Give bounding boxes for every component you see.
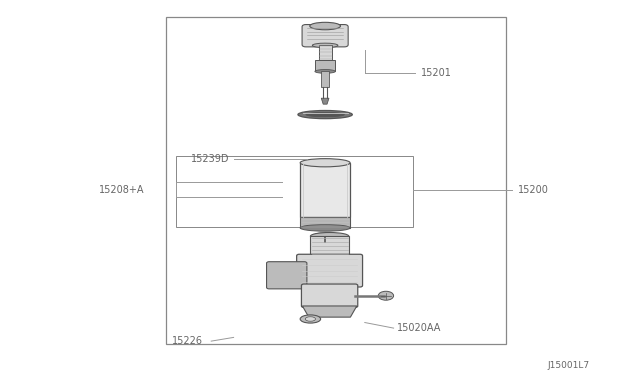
FancyBboxPatch shape [302, 25, 348, 47]
Ellipse shape [312, 43, 338, 48]
Ellipse shape [305, 317, 316, 321]
FancyBboxPatch shape [267, 262, 307, 289]
Text: 15239D: 15239D [191, 154, 229, 164]
Bar [176, 156, 413, 227]
Bar [300, 163, 350, 217]
Ellipse shape [300, 224, 350, 231]
Text: 15020AA: 15020AA [397, 323, 441, 333]
Bar [166, 17, 506, 344]
Polygon shape [321, 98, 329, 104]
Text: 15208+A: 15208+A [99, 185, 145, 195]
Text: 15226: 15226 [172, 336, 202, 346]
Bar [319, 45, 332, 60]
Polygon shape [303, 306, 357, 317]
Bar [315, 60, 335, 71]
Bar [300, 217, 350, 228]
Ellipse shape [321, 242, 330, 245]
Ellipse shape [306, 112, 344, 117]
Text: J15001L7: J15001L7 [547, 361, 589, 370]
Ellipse shape [314, 233, 337, 237]
Circle shape [378, 291, 394, 300]
Text: 15201: 15201 [421, 68, 452, 77]
Bar [310, 236, 349, 256]
Ellipse shape [300, 158, 350, 167]
Ellipse shape [298, 110, 352, 119]
Ellipse shape [315, 70, 335, 73]
Ellipse shape [310, 22, 340, 30]
FancyBboxPatch shape [297, 254, 362, 287]
Ellipse shape [310, 232, 349, 240]
FancyBboxPatch shape [301, 284, 358, 307]
Text: 15200: 15200 [518, 185, 549, 195]
Ellipse shape [300, 315, 321, 323]
Bar [321, 71, 329, 87]
